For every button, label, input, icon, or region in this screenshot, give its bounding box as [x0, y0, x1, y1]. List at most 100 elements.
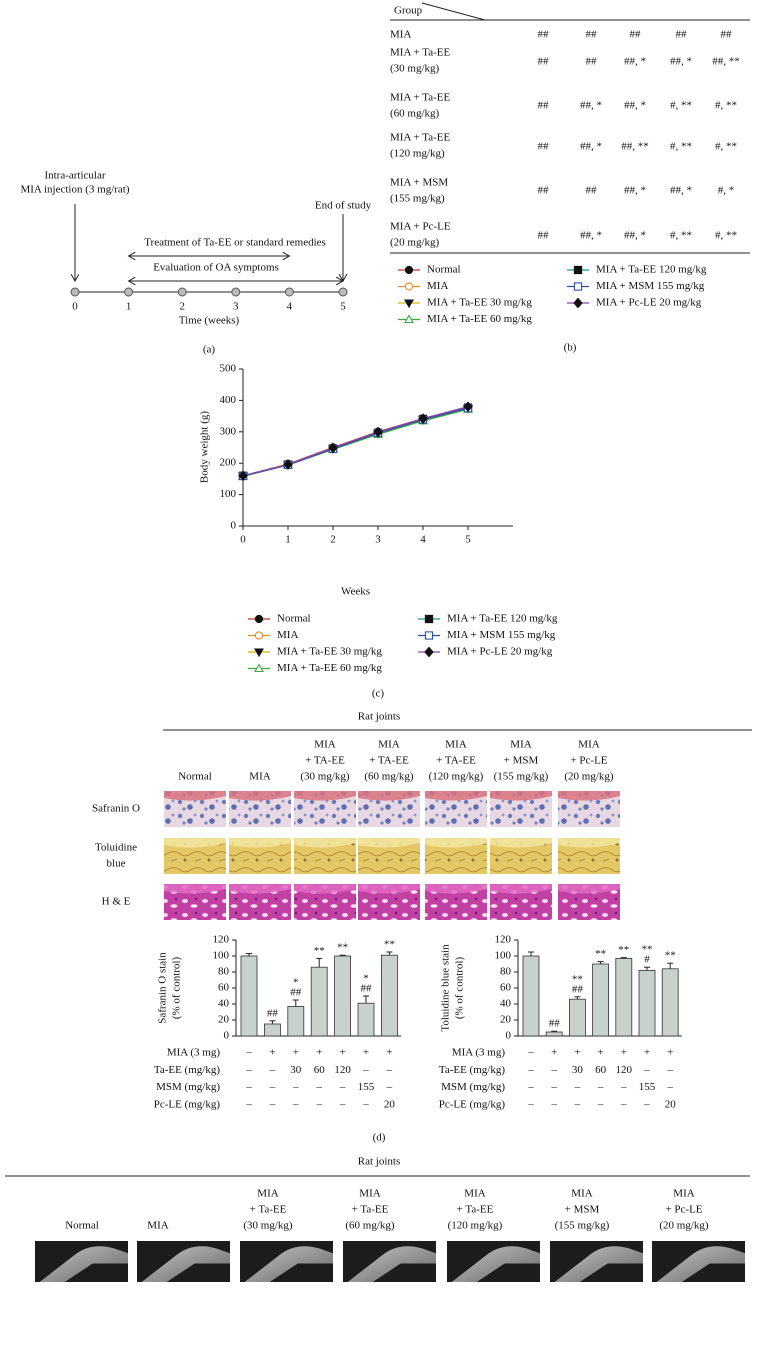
significance-cell: ##: [538, 230, 550, 242]
row-label: H & E: [102, 896, 131, 908]
y-tick-label: 120: [213, 934, 230, 946]
significance-cell: ##, *: [624, 100, 646, 112]
radiograph-image: [343, 1241, 436, 1282]
error-bar: [597, 961, 604, 964]
column-header: Normal: [178, 771, 212, 783]
treatment-cell: 30: [290, 1064, 302, 1076]
treatment-cell: –: [245, 1047, 252, 1059]
treatment-label: MIA (3 mg): [167, 1047, 221, 1059]
end-label: End of study: [315, 200, 372, 212]
data-point: [418, 413, 428, 424]
group-label: MIA + Ta-EE: [390, 92, 451, 104]
treatment-cell: +: [644, 1047, 650, 1059]
bone-shape: [244, 1246, 333, 1282]
time-tick-label: 1: [126, 301, 132, 313]
treatment-cell: +: [574, 1047, 580, 1059]
y-tick-label: 500: [220, 363, 237, 375]
column-header: (20 mg/kg): [564, 771, 614, 783]
significance-cell: ##, *: [624, 185, 646, 197]
caption: (d): [373, 1132, 386, 1144]
treatment-cell: –: [245, 1081, 252, 1093]
legend-marker: [404, 314, 414, 324]
legend-marker: [424, 614, 434, 624]
histology-image: [164, 838, 226, 874]
axis-label: Time (weeks): [179, 315, 240, 327]
bar: [357, 1002, 375, 1037]
data-point: [328, 442, 338, 454]
y-axis-label: (% of control): [454, 957, 466, 1020]
cartilage-band: [358, 791, 420, 801]
x-tick-label: 1: [285, 534, 291, 546]
treatment-cell: –: [527, 1081, 534, 1093]
treatment-cell: –: [292, 1081, 299, 1093]
treatment-cell: +: [667, 1047, 673, 1059]
histology-image: [164, 884, 226, 920]
histology-image: [229, 791, 291, 827]
significance-label: **: [337, 942, 348, 954]
histology-image: [294, 838, 356, 874]
treatment-cell: +: [386, 1047, 392, 1059]
treatment-cell: –: [550, 1098, 557, 1110]
treatment-label: MSM (mg/kg): [156, 1081, 220, 1093]
treatment-cell: +: [316, 1047, 322, 1059]
y-tick-label: 80: [218, 966, 230, 978]
cartilage-band: [490, 791, 552, 801]
histology-image: [294, 791, 356, 827]
y-axis-label: Safranin O stain: [157, 952, 169, 1024]
column-header: MIA: [510, 739, 531, 751]
bar: [522, 955, 540, 1037]
histology-image: [358, 884, 420, 920]
bar: [310, 966, 328, 1037]
y-tick-label: 20: [218, 1014, 230, 1026]
significance-cell: #, **: [670, 141, 692, 153]
radiograph-image: [240, 1241, 333, 1282]
significance-label: ##: [290, 987, 302, 999]
treatment-cell: –: [386, 1064, 393, 1076]
error-bar: [644, 966, 650, 971]
y-axis-label: Toluidine blue stain: [440, 944, 452, 1032]
caption: (a): [203, 344, 216, 356]
cartilage-band: [558, 884, 620, 894]
treatment-cell: 60: [314, 1064, 326, 1076]
significance-label: ##: [572, 983, 584, 995]
column-header: (60 mg/kg): [364, 771, 414, 783]
column-header: (60 mg/kg): [345, 1220, 395, 1232]
column-header: MIA: [359, 1188, 380, 1200]
column-header: (155 mg/kg): [555, 1220, 610, 1232]
radiograph-image: [652, 1241, 745, 1282]
cartilage-band: [229, 791, 291, 801]
error-bar: [574, 996, 581, 1000]
treatment-label: Pc-LE (mg/kg): [154, 1098, 221, 1110]
column-header: MIA: [257, 1188, 278, 1200]
significance-cell: #, **: [715, 141, 737, 153]
significance-cell: ##, *: [580, 100, 602, 112]
histology-image: [229, 838, 291, 874]
treatment-cell: –: [527, 1047, 534, 1059]
error-bar: [386, 951, 393, 956]
legend-marker: [254, 648, 264, 658]
cartilage-band: [294, 884, 356, 894]
group-label: (60 mg/kg): [390, 108, 440, 120]
injection-label: Intra-articular: [44, 170, 105, 182]
column-header: (155 mg/kg): [494, 771, 549, 783]
row-label: blue: [107, 858, 126, 870]
histology-image: [164, 791, 226, 827]
bone-shape: [656, 1246, 745, 1282]
significance-cell: ##: [676, 29, 688, 41]
significance-cell: ##: [538, 141, 550, 153]
cartilage-band: [358, 884, 420, 894]
y-tick-label: 100: [495, 950, 512, 962]
column-header: + MSM: [565, 1204, 600, 1216]
cartilage-band: [558, 838, 620, 848]
header-diagonal: [421, 2, 486, 21]
y-tick-label: 300: [220, 425, 237, 437]
treatment-cell: –: [362, 1064, 369, 1076]
treatment-label: Pc-LE (mg/kg): [439, 1098, 506, 1110]
y-tick-label: 40: [218, 998, 230, 1010]
significance-cell: ##: [721, 29, 733, 41]
column-header: + TA-EE: [436, 755, 476, 767]
legend-label: MIA: [277, 629, 298, 641]
column-header: + Ta-EE: [352, 1204, 389, 1216]
error-bar: [292, 999, 299, 1007]
